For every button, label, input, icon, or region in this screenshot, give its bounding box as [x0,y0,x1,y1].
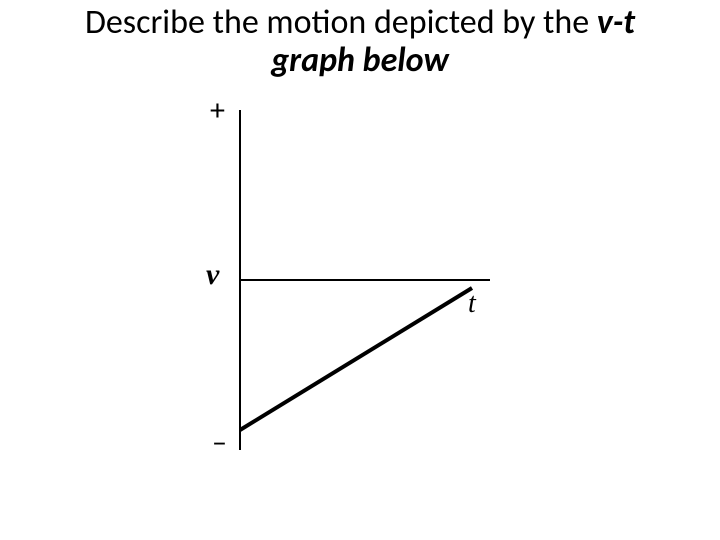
data-line [240,288,472,430]
slide-title: Describe the motion depicted by the v-t … [0,4,720,80]
slide: Describe the motion depicted by the v-t … [0,0,720,540]
minus-label: – [212,424,227,461]
plus-label: + [210,92,225,129]
title-emph-vt: v-t [597,2,635,43]
graph-svg [190,90,530,470]
x-axis-label: t [468,288,476,320]
vt-graph: + – v t [190,90,530,470]
y-axis-label: v [206,258,219,292]
title-emph-rest: graph below [0,42,720,80]
title-plain: Describe the motion depicted by the [85,2,597,43]
